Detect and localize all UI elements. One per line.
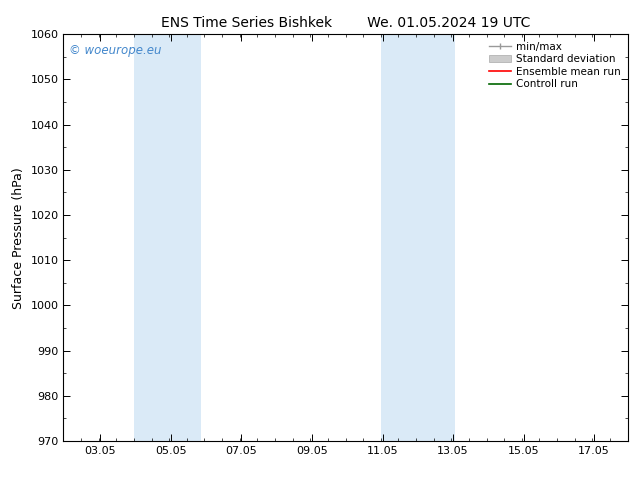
Bar xyxy=(134,34,201,441)
Legend: min/max, Standard deviation, Ensemble mean run, Controll run: min/max, Standard deviation, Ensemble me… xyxy=(486,40,623,92)
Y-axis label: Surface Pressure (hPa): Surface Pressure (hPa) xyxy=(12,167,25,309)
Title: ENS Time Series Bishkek        We. 01.05.2024 19 UTC: ENS Time Series Bishkek We. 01.05.2024 1… xyxy=(161,16,530,30)
Text: © woeurope.eu: © woeurope.eu xyxy=(69,45,162,57)
Bar xyxy=(381,34,455,441)
